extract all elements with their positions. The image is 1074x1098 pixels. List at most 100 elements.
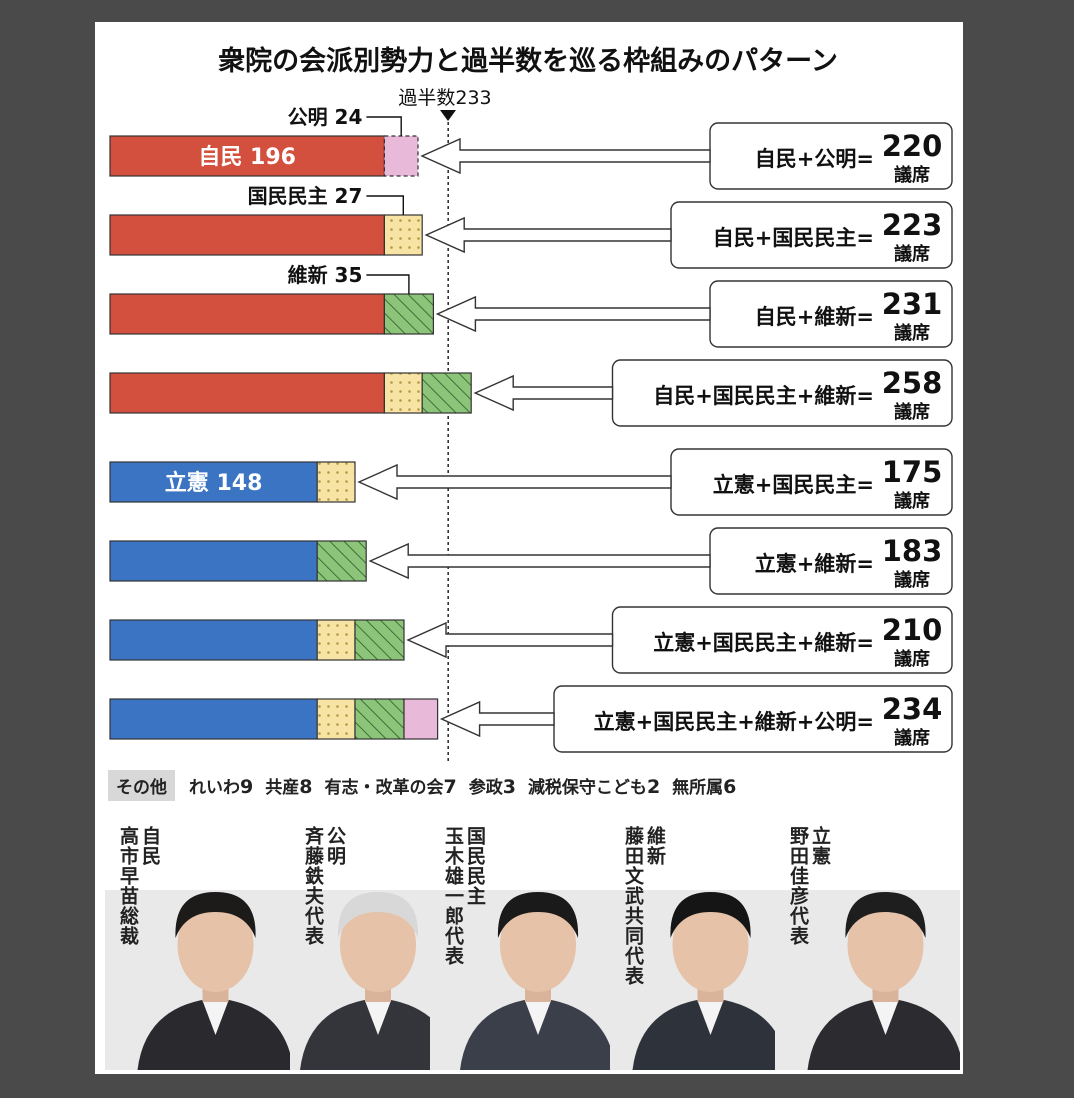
chart-title: 衆院の会派別勢力と過半数を巡る枠組みのパターン (218, 45, 838, 77)
other-party-seats: 6 (723, 775, 737, 798)
leader-card: 国民民主 玉木雄一郎代表 (430, 820, 610, 1070)
other-party-name: 有志・改革の会 (324, 777, 444, 798)
bar-segment (383, 214, 423, 256)
total-seats: 175 (882, 455, 943, 489)
formula-text: 立憲+国民民主+維新+公明= (594, 710, 874, 734)
seat-unit: 議席 (894, 322, 930, 344)
bar-segment (354, 619, 405, 661)
seat-unit: 議席 (894, 569, 930, 591)
total-seats: 183 (882, 534, 943, 568)
leader-name: 玉木雄一郎代表 (442, 826, 464, 966)
seat-unit: 議席 (894, 648, 930, 670)
bar-label: 立憲 148 (165, 470, 263, 496)
leader-portrait (610, 890, 775, 1070)
pointer-arrow (368, 542, 711, 580)
leader-card: 自民 高市早苗総裁 (105, 820, 290, 1070)
bar-segment (316, 698, 356, 740)
other-party: 共産8 (265, 775, 313, 798)
leader-caption: 国民民主 玉木雄一郎代表 (442, 826, 486, 966)
segment-callout: 維新 35 (288, 263, 363, 287)
total-seats: 220 (882, 129, 943, 163)
other-party: れいわ9 (189, 775, 254, 798)
leader-party: 維新 (644, 826, 666, 866)
bar-segment (109, 372, 385, 414)
bar-segment (421, 372, 472, 414)
formula-text: 自民+国民民主= (713, 226, 874, 250)
other-party: 減税保守こども2 (527, 775, 661, 798)
pointer-arrow (406, 621, 614, 659)
pointer-arrow (420, 137, 711, 175)
formula-text: 自民+公明= (755, 147, 874, 171)
leader-party: 自民 (139, 826, 161, 866)
formula-text: 自民+維新= (755, 305, 874, 329)
leader-caption: 自民 高市早苗総裁 (117, 826, 161, 946)
other-party-name: 減税保守こども (527, 777, 647, 798)
bar-segment (354, 698, 405, 740)
seat-unit: 議席 (894, 490, 930, 512)
other-party-seats: 3 (502, 775, 516, 798)
leader-card: 立憲 野田佳彦代表 (775, 820, 960, 1070)
bar-segment (383, 135, 419, 177)
leader-portrait (430, 890, 610, 1070)
segment-callout: 国民民主 27 (248, 184, 363, 208)
leader-caption: 維新 藤田文武共同代表 (622, 826, 666, 986)
other-party-name: 参政 (468, 777, 503, 798)
other-party-seats: 8 (299, 775, 313, 798)
majority-marker-icon (440, 110, 456, 121)
other-party-seats: 7 (443, 775, 457, 798)
total-seats: 223 (882, 208, 943, 242)
leader-card: 維新 藤田文武共同代表 (610, 820, 775, 1070)
majority-label: 過半数233 (398, 87, 491, 109)
leader-name: 斉藤鉄夫代表 (302, 826, 324, 946)
bar-segment (316, 619, 356, 661)
callout-leader (366, 274, 410, 294)
bar-segment (316, 461, 356, 503)
leader-party: 国民民主 (464, 826, 486, 906)
leader-portrait (105, 890, 290, 1070)
seat-unit: 議席 (894, 401, 930, 423)
leader-name: 藤田文武共同代表 (622, 826, 644, 986)
bar-segment (383, 293, 434, 335)
segment-callout: 公明 24 (288, 105, 363, 129)
bar-segment (109, 214, 385, 256)
leaders-section: 自民 高市早苗総裁 公明 斉藤鉄夫代表 国民民主 玉木雄一郎代表 維新 藤田文武共同代表 立憲野… (95, 820, 963, 1074)
formula-text: 自民+国民民主+維新= (653, 384, 874, 408)
other-party-seats: 9 (240, 775, 254, 798)
formula-text: 立憲+維新= (755, 552, 874, 576)
total-seats: 210 (882, 613, 943, 647)
bar-segment (403, 698, 439, 740)
formula-text: 立憲+国民民主+維新= (653, 631, 874, 655)
coalition-bar-chart: 衆院の会派別勢力と過半数を巡る枠組みのパターン 過半数233 自民 196 公明 … (109, 45, 953, 762)
other-party-name: れいわ (189, 777, 240, 798)
leader-portrait (290, 890, 430, 1070)
bar-segment (109, 540, 318, 582)
others-row: その他 れいわ9 共産8 有志・改革の会7 参政3 減税保守こども2 無所属6 (108, 769, 748, 801)
other-party-name: 無所属 (672, 777, 724, 798)
formula-text: 立憲+国民民主= (713, 473, 874, 497)
bar-segment (316, 540, 367, 582)
other-party: 参政3 (468, 775, 516, 798)
leader-party: 公明 (324, 826, 346, 866)
other-party: 無所属6 (672, 775, 737, 798)
bar-segment (109, 698, 318, 740)
other-party-seats: 2 (646, 775, 661, 798)
leader-name: 野田佳彦代表 (787, 826, 809, 946)
seat-unit: 議席 (894, 727, 930, 749)
leader-party: 立憲 (809, 826, 831, 866)
pointer-arrow (473, 374, 614, 412)
pointer-arrow (435, 295, 711, 333)
pointer-arrow (357, 463, 672, 501)
pointer-arrow (424, 216, 672, 254)
callout-leader (366, 195, 404, 215)
bar-label: 自民 196 (198, 144, 296, 170)
bar-segment (109, 619, 318, 661)
other-party: 有志・改革の会7 (324, 775, 457, 798)
leader-portrait (775, 890, 960, 1070)
